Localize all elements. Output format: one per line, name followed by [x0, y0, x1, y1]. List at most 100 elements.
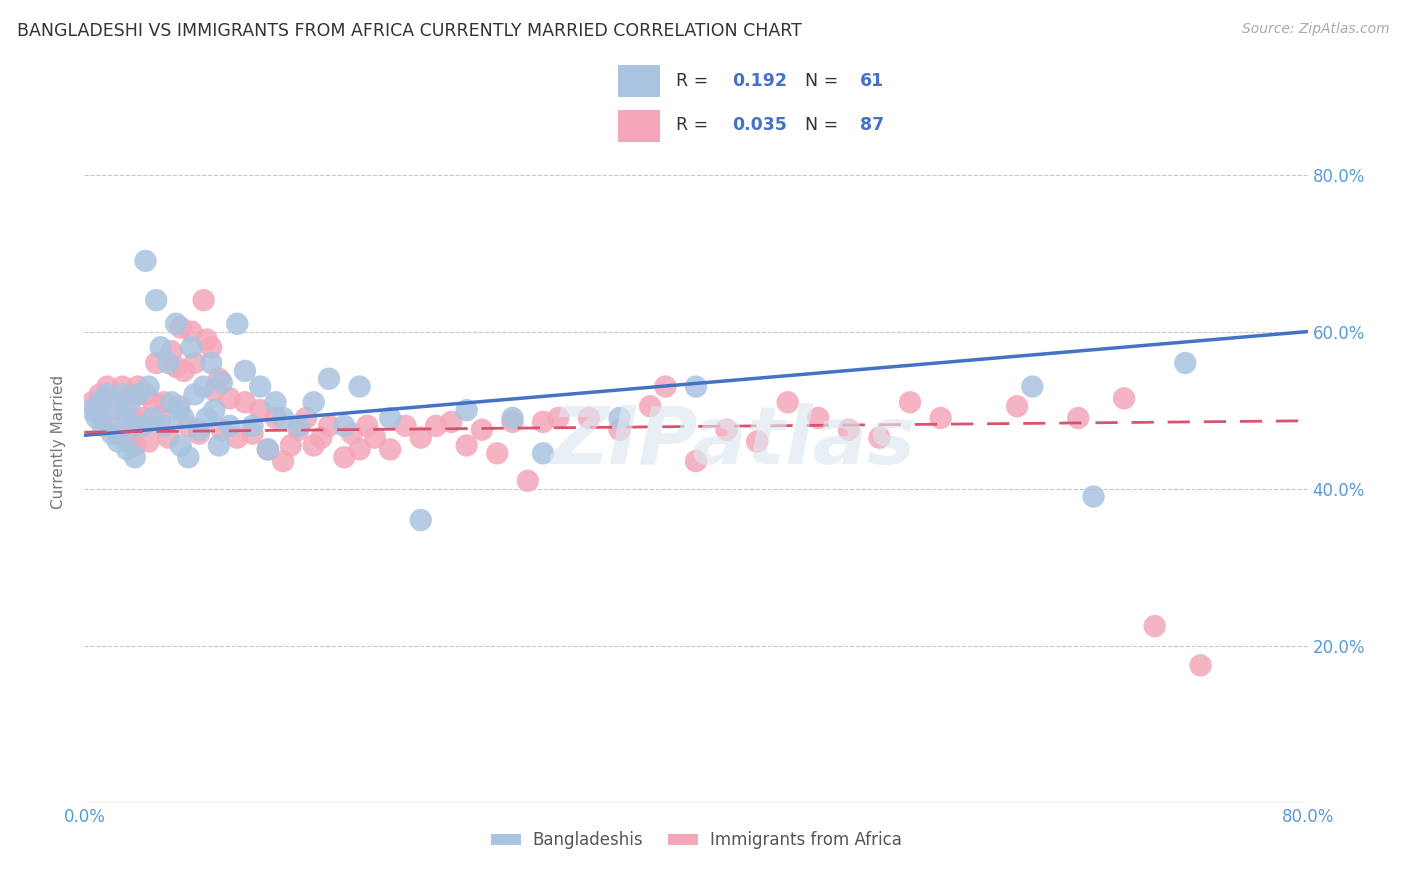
Point	[333, 450, 356, 465]
Point	[142, 411, 165, 425]
Point	[91, 411, 114, 425]
Point	[638, 399, 661, 413]
Point	[318, 418, 340, 433]
Point	[96, 379, 118, 393]
Point	[349, 379, 371, 393]
Point	[807, 411, 830, 425]
Point	[264, 395, 287, 409]
Text: 0.035: 0.035	[733, 116, 787, 134]
Point	[127, 387, 149, 401]
Point	[122, 418, 145, 433]
Text: 0.192: 0.192	[733, 72, 787, 90]
Point	[578, 411, 600, 425]
Point	[138, 379, 160, 393]
Text: R =: R =	[676, 72, 713, 90]
Point	[145, 293, 167, 308]
Point	[80, 395, 103, 409]
Point	[226, 317, 249, 331]
Point	[318, 372, 340, 386]
Point	[124, 438, 146, 452]
Point	[160, 395, 183, 409]
Point	[86, 411, 108, 425]
Point	[200, 356, 222, 370]
Text: ZIPatlas: ZIPatlas	[550, 402, 915, 481]
Point	[167, 403, 190, 417]
Point	[898, 395, 921, 409]
Point	[202, 384, 225, 398]
Point	[107, 426, 129, 441]
Point	[380, 411, 402, 425]
Point	[211, 376, 233, 390]
Point	[188, 423, 211, 437]
Point	[160, 344, 183, 359]
Point	[177, 418, 200, 433]
Point	[101, 426, 124, 441]
Point	[929, 411, 952, 425]
Point	[249, 379, 271, 393]
Point	[264, 411, 287, 425]
Point	[142, 395, 165, 409]
Point	[333, 418, 356, 433]
Point	[233, 364, 256, 378]
Point	[685, 454, 707, 468]
Point	[180, 325, 202, 339]
Point	[120, 395, 142, 409]
Point	[177, 450, 200, 465]
Point	[111, 387, 134, 401]
Point	[287, 423, 309, 437]
Point	[516, 474, 538, 488]
Point	[356, 418, 378, 433]
Point	[302, 438, 325, 452]
Point	[173, 411, 195, 425]
Point	[149, 411, 172, 425]
Point	[193, 293, 215, 308]
Text: 87: 87	[860, 116, 884, 134]
Point	[425, 418, 447, 433]
Point	[776, 395, 799, 409]
Point	[747, 434, 769, 449]
Point	[685, 379, 707, 393]
Point	[127, 379, 149, 393]
Point	[218, 392, 240, 406]
Point	[1114, 392, 1136, 406]
Point	[80, 403, 103, 417]
Point	[114, 411, 136, 425]
Point	[869, 431, 891, 445]
Point	[188, 426, 211, 441]
Point	[195, 411, 218, 425]
Text: BANGLADESHI VS IMMIGRANTS FROM AFRICA CURRENTLY MARRIED CORRELATION CHART: BANGLADESHI VS IMMIGRANTS FROM AFRICA CU…	[17, 22, 801, 40]
Point	[271, 411, 294, 425]
Point	[380, 442, 402, 457]
Point	[173, 364, 195, 378]
Point	[131, 418, 153, 433]
Point	[135, 387, 157, 401]
Point	[531, 446, 554, 460]
Point	[394, 418, 416, 433]
Point	[1021, 379, 1043, 393]
Point	[349, 442, 371, 457]
Point	[364, 431, 387, 445]
Point	[287, 418, 309, 433]
Point	[716, 423, 738, 437]
Point	[131, 411, 153, 425]
Text: Source: ZipAtlas.com: Source: ZipAtlas.com	[1241, 22, 1389, 37]
Point	[547, 411, 569, 425]
Point	[257, 442, 280, 457]
Point	[502, 415, 524, 429]
Point	[145, 356, 167, 370]
Point	[153, 395, 176, 409]
Point	[471, 423, 494, 437]
Point	[107, 434, 129, 449]
Point	[242, 426, 264, 441]
Point	[295, 411, 318, 425]
Point	[456, 403, 478, 417]
Point	[609, 411, 631, 425]
Point	[104, 395, 127, 409]
Point	[114, 403, 136, 417]
Point	[115, 442, 138, 457]
Point	[138, 434, 160, 449]
Point	[195, 333, 218, 347]
Point	[1143, 619, 1166, 633]
Point	[167, 399, 190, 413]
Point	[409, 513, 432, 527]
